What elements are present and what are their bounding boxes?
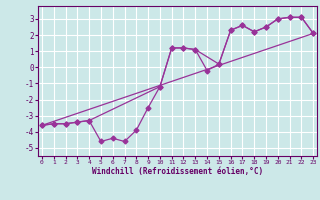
X-axis label: Windchill (Refroidissement éolien,°C): Windchill (Refroidissement éolien,°C) (92, 167, 263, 176)
